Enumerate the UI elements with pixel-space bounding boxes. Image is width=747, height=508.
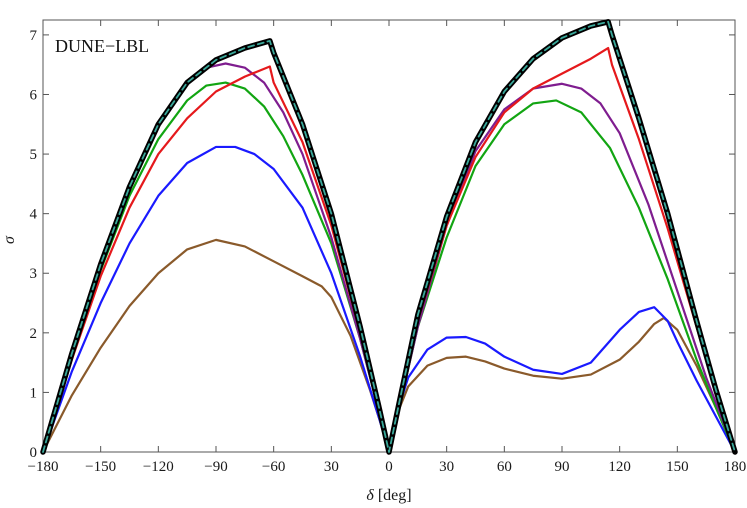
- x-axis-label-unit: [deg]: [374, 487, 412, 504]
- plot-frame: [42, 19, 736, 453]
- x-tick-label: −60: [262, 459, 285, 475]
- y-axis-label: σ: [1, 235, 18, 244]
- x-tick-label: 0: [385, 459, 393, 475]
- y-tick-label: 0: [30, 445, 38, 461]
- y-tick-label: 7: [30, 28, 38, 44]
- series-line-1: [41, 238, 737, 454]
- series-line-3: [41, 81, 737, 454]
- series-line-7: [42, 20, 736, 453]
- series-line-5: [41, 46, 737, 454]
- y-tick-label: 6: [30, 87, 38, 103]
- x-tick-label: 30: [439, 459, 454, 475]
- x-tick-label: −150: [85, 459, 116, 475]
- axis-ticks: −180 −150 −120 −90 −60 30 0 30 60 90 120 150 180 0 1 2 3…: [28, 20, 747, 475]
- x-tick-label: −120: [143, 459, 174, 475]
- x-axis-label: δ [deg]: [366, 487, 411, 504]
- y-tick-label: 2: [30, 326, 38, 342]
- x-tick-label: 120: [608, 459, 631, 475]
- x-tick-label: 30: [324, 459, 339, 475]
- y-tick-label: 5: [30, 147, 38, 163]
- y-tick-label: 1: [30, 385, 38, 401]
- series-line-2: [41, 145, 737, 454]
- x-tick-label: −90: [204, 459, 227, 475]
- y-tick-label: 4: [30, 207, 38, 223]
- chart-title: DUNE−LBL: [55, 36, 149, 56]
- x-tick-label: 150: [666, 459, 689, 475]
- series-line-4: [41, 62, 737, 454]
- y-tick-label: 3: [30, 266, 38, 282]
- x-tick-label: 60: [497, 459, 512, 475]
- series-layer: [40, 19, 738, 455]
- series-line-6: [40, 19, 738, 455]
- x-tick-label: 90: [555, 459, 570, 475]
- x-tick-label: 180: [724, 459, 747, 475]
- x-axis-label-symbol: δ: [366, 487, 374, 504]
- x-tick-label: −180: [28, 459, 59, 475]
